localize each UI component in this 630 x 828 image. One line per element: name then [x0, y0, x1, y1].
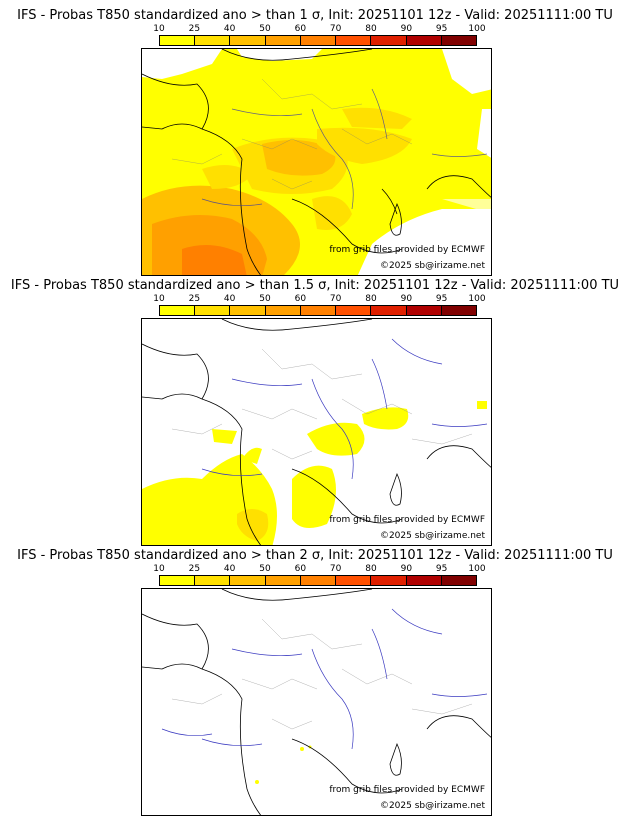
- colorbar-swatch: [265, 36, 301, 45]
- colorbar-tick-label: 10: [153, 294, 165, 304]
- panel-title: IFS - Probas T850 standardized ano > tha…: [17, 548, 613, 563]
- colorbar-swatch: [300, 36, 337, 45]
- colorbar-tick-label: 95: [435, 24, 448, 34]
- colorbar-swatch: [160, 36, 196, 45]
- colorbar-tick-label: 90: [400, 564, 413, 574]
- map-panel-3: IFS - Probas T850 standardized ano > tha…: [0, 540, 630, 816]
- colorbar: [159, 575, 477, 586]
- colorbar-tick-label: 40: [223, 564, 236, 574]
- credit-source: from grib files provided by ECMWF: [329, 245, 485, 255]
- colorbar-tick-label: 40: [223, 294, 236, 304]
- colorbar-swatch: [230, 306, 266, 315]
- colorbar-tick-label: 10: [153, 24, 165, 34]
- colorbar-tick-label: 90: [400, 24, 413, 34]
- colorbar-swatch: [371, 36, 407, 45]
- panel-title: IFS - Probas T850 standardized ano > tha…: [10, 278, 620, 293]
- colorbar-swatch: [441, 576, 476, 585]
- colorbar-swatch: [195, 306, 231, 315]
- colorbar-tick-label: 80: [365, 564, 377, 574]
- colorbar-tick-label: 60: [294, 24, 307, 34]
- probability-map: from grib files provided by ECMWF ©2025 …: [141, 588, 492, 816]
- colorbar-tick-label: 60: [294, 564, 307, 574]
- colorbar-swatch: [300, 306, 337, 315]
- colorbar-tick-label: 80: [365, 24, 377, 34]
- colorbar-swatch: [300, 576, 337, 585]
- colorbar: [159, 35, 477, 46]
- probability-map: from grib files provided by ECMWF ©2025 …: [141, 318, 492, 546]
- colorbar: [159, 305, 477, 316]
- colorbar-swatch: [371, 306, 407, 315]
- colorbar-labels: 10 25 40 50 60 70 80 90 95 100: [153, 294, 485, 304]
- colorbar-tick-label: 90: [400, 294, 413, 304]
- colorbar-swatch: [265, 306, 301, 315]
- colorbar-tick-label: 80: [365, 294, 377, 304]
- colorbar-swatch: [230, 36, 266, 45]
- credit-copyright: ©2025 sb@irizame.net: [379, 261, 485, 271]
- colorbar-tick-label: 100: [468, 294, 486, 304]
- credit-copyright: ©2025 sb@irizame.net: [379, 531, 485, 541]
- colorbar-swatch: [406, 36, 442, 45]
- colorbar-swatch: [336, 36, 372, 45]
- colorbar-tick-label: 10: [153, 564, 165, 574]
- colorbar-tick-label: 95: [435, 294, 448, 304]
- colorbar-tick-label: 100: [468, 24, 486, 34]
- colorbar-labels: 10 25 40 50 60 70 80 90 95 100: [153, 24, 485, 34]
- colorbar-tick-label: 40: [223, 24, 236, 34]
- colorbar-swatch: [265, 576, 301, 585]
- credit-source: from grib files provided by ECMWF: [329, 515, 485, 525]
- colorbar-tick-label: 70: [329, 24, 342, 34]
- probability-map: from grib files provided by ECMWF ©2025 …: [141, 48, 492, 276]
- colorbar-swatch: [230, 576, 266, 585]
- colorbar-tick-label: 25: [188, 24, 201, 34]
- map-panel-2: IFS - Probas T850 standardized ano > tha…: [0, 270, 630, 546]
- colorbar-tick-label: 50: [259, 294, 271, 304]
- colorbar-swatch: [160, 576, 196, 585]
- panel-title: IFS - Probas T850 standardized ano > tha…: [17, 8, 613, 23]
- colorbar-swatch: [441, 306, 476, 315]
- colorbar-swatch: [336, 576, 372, 585]
- credit-copyright: ©2025 sb@irizame.net: [379, 801, 485, 811]
- colorbar-swatch: [195, 36, 231, 45]
- colorbar-tick-label: 25: [188, 294, 201, 304]
- map-panel-1: IFS - Probas T850 standardized ano > tha…: [0, 0, 630, 276]
- colorbar-swatch: [336, 306, 372, 315]
- colorbar-tick-label: 70: [329, 564, 342, 574]
- colorbar-tick-label: 50: [259, 564, 271, 574]
- colorbar-tick-label: 100: [468, 564, 486, 574]
- colorbar-tick-label: 70: [329, 294, 342, 304]
- colorbar-labels: 10 25 40 50 60 70 80 90 95 100: [153, 564, 485, 574]
- colorbar-tick-label: 25: [188, 564, 201, 574]
- colorbar-swatch: [371, 576, 407, 585]
- colorbar-tick-label: 60: [294, 294, 307, 304]
- credit-source: from grib files provided by ECMWF: [329, 785, 485, 795]
- colorbar-swatch: [406, 306, 442, 315]
- colorbar-swatch: [441, 36, 476, 45]
- colorbar-tick-label: 50: [259, 24, 271, 34]
- colorbar-swatch: [406, 576, 442, 585]
- colorbar-swatch: [160, 306, 196, 315]
- colorbar-tick-label: 95: [435, 564, 448, 574]
- colorbar-swatch: [195, 576, 231, 585]
